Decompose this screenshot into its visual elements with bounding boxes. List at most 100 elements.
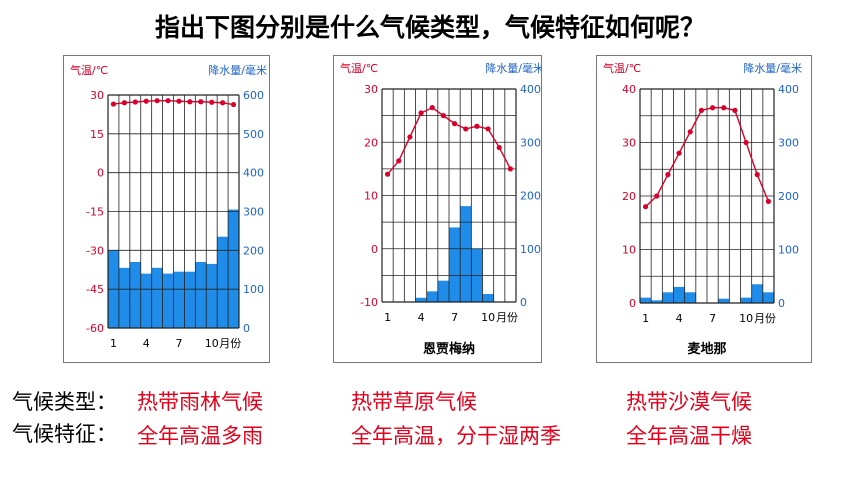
precip-tick-label: 400 — [520, 83, 541, 96]
temp-tick-label: 0 — [97, 167, 104, 180]
temperature-point-2 — [396, 158, 402, 164]
x-tick-label: 4 — [418, 311, 425, 324]
temperature-point-12 — [230, 101, 237, 108]
temp-tick-label: 30 — [364, 83, 378, 96]
answer-type-3: 热带沙漠气候 — [626, 390, 752, 414]
temperature-point-8 — [721, 105, 727, 111]
answer-type-2: 热带草原气候 — [351, 390, 477, 414]
temperature-point-3 — [132, 99, 138, 105]
answer-feature-1: 全年高温多雨 — [137, 424, 263, 448]
x-tick-label: 7 — [175, 337, 182, 350]
precip-axis-label: 降水量/毫米 — [743, 61, 802, 75]
station-name: 麦地那 — [687, 341, 726, 357]
precip-bar-10 — [482, 294, 494, 302]
temperature-point-7 — [709, 105, 716, 111]
station-name: 恩贾梅纳 — [423, 341, 475, 357]
precip-bar-6 — [162, 273, 174, 328]
precip-tick-label: 300 — [243, 206, 264, 219]
temperature-point-6 — [165, 98, 171, 104]
temperature-point-11 — [496, 144, 502, 151]
precip-bar-5 — [684, 292, 696, 303]
x-tick-label: 10 — [739, 312, 753, 325]
precip-tick-label: 100 — [243, 283, 264, 296]
temp-tick-label: 40 — [622, 83, 636, 96]
temp-tick-label: 20 — [622, 190, 636, 203]
precip-bar-8 — [184, 271, 196, 328]
precip-bar-11 — [751, 284, 763, 303]
precip-bar-4 — [140, 273, 152, 328]
precip-bar-2 — [118, 267, 130, 328]
precip-bar-6 — [437, 280, 449, 302]
precip-bar-7 — [449, 227, 461, 302]
climate-chart-medina: 气温/℃ 降水量/毫米 40 30 20 10 0 400 300 200 100 0 1 4 7 10 月份麦… — [596, 55, 812, 363]
x-tick-label: 4 — [143, 337, 150, 350]
temperature-point-8 — [463, 126, 469, 132]
temp-axis-label: 气温/℃ — [603, 61, 641, 75]
temperature-point-10 — [743, 139, 749, 146]
temperature-point-9 — [198, 99, 204, 105]
temp-tick-label: 30 — [622, 137, 636, 150]
x-tick-label: 10 — [205, 337, 219, 350]
temperature-point-6 — [698, 107, 705, 113]
temperature-point-12 — [507, 166, 514, 172]
precip-tick-label: 400 — [778, 83, 799, 96]
temperature-point-8 — [187, 99, 193, 105]
x-tick-label: 10 — [481, 311, 495, 324]
temperature-point-1 — [110, 101, 117, 107]
temperature-line — [645, 107, 770, 208]
precip-tick-label: 200 — [520, 190, 541, 203]
climate-chart-ndjamena: 气温/℃ 降水量/毫米 30 20 10 0 -10 400 300 200 100 0 1 4 7 10 月份… — [333, 55, 542, 363]
precip-bar-10 — [740, 297, 752, 303]
temperature-point-4 — [143, 98, 149, 104]
temperature-point-9 — [474, 123, 480, 129]
answer-feature-2: 全年高温，分干湿两季 — [351, 424, 561, 448]
x-tick-label: 7 — [709, 312, 716, 325]
temp-axis-label: 气温/℃ — [70, 63, 108, 77]
temperature-point-4 — [676, 150, 682, 156]
temp-tick-label: 10 — [364, 190, 378, 203]
temp-axis-label: 气温/℃ — [340, 61, 378, 75]
precip-tick-label: 0 — [520, 296, 527, 309]
temperature-point-10 — [209, 99, 215, 105]
temp-tick-label: 10 — [622, 244, 636, 257]
temp-tick-label: -10 — [360, 296, 378, 309]
precip-tick-label: 0 — [243, 322, 250, 335]
x-tick-label: 7 — [451, 311, 458, 324]
answer-feature-3: 全年高温干燥 — [626, 424, 752, 448]
x-tick-label: 4 — [676, 312, 683, 325]
temperature-point-11 — [220, 100, 226, 106]
precip-bar-12 — [762, 292, 774, 303]
temp-tick-label: 15 — [90, 128, 104, 141]
precip-tick-label: 300 — [778, 137, 799, 150]
temperature-point-9 — [732, 107, 738, 113]
x-tick-label: 1 — [642, 312, 649, 325]
precip-bar-4 — [673, 286, 685, 303]
precip-axis-label: 降水量/毫米 — [485, 61, 541, 75]
page-title: 指出下图分别是什么气候类型，气候特征如何呢？ — [154, 13, 705, 42]
temp-tick-label: -15 — [86, 206, 104, 219]
temperature-point-5 — [154, 98, 160, 104]
answer-type-1: 热带雨林气候 — [137, 390, 263, 414]
precip-bar-10 — [206, 263, 218, 328]
temperature-point-3 — [665, 172, 671, 178]
precip-tick-label: 0 — [778, 297, 785, 310]
temp-tick-label: -30 — [86, 244, 104, 257]
temperature-point-6 — [440, 113, 447, 119]
precip-bar-5 — [151, 267, 163, 328]
precip-bar-7 — [173, 271, 185, 328]
x-axis-unit: 月份 — [754, 312, 776, 325]
temperature-line — [387, 106, 512, 175]
temp-tick-label: -60 — [86, 322, 104, 335]
x-axis-unit: 月份 — [496, 311, 518, 324]
precip-bar-2 — [651, 300, 663, 303]
precip-tick-label: 500 — [243, 128, 264, 141]
precip-bar-4 — [415, 297, 427, 302]
precip-bar-3 — [662, 292, 674, 303]
temp-tick-label: 20 — [364, 136, 378, 149]
precip-tick-label: 600 — [243, 89, 264, 102]
temperature-point-3 — [407, 134, 413, 140]
temperature-point-5 — [687, 129, 693, 135]
climate-feature-label: 气候特征： — [12, 422, 117, 446]
